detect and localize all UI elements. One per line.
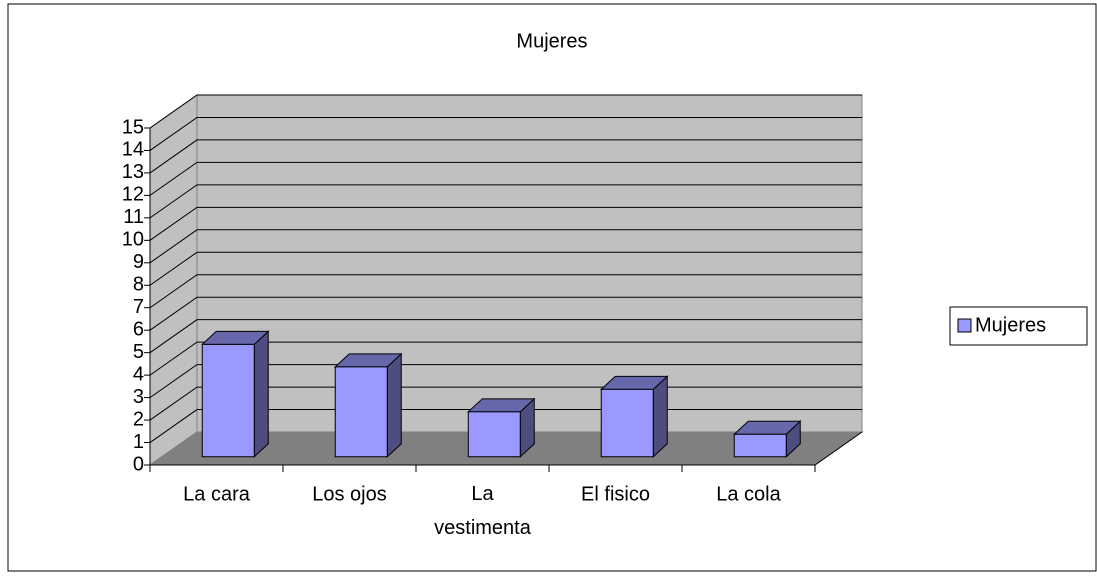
x-tick-label: Los ojos — [312, 483, 387, 505]
back-wall — [196, 94, 863, 433]
grid-line — [149, 341, 862, 376]
y-tick-label: 12 — [122, 184, 144, 206]
bar-front — [334, 366, 388, 458]
grid-line — [149, 296, 862, 331]
y-tick-label: 15 — [122, 116, 144, 138]
grid-line — [149, 251, 862, 286]
grid-line — [149, 94, 862, 129]
y-tick-label: 5 — [133, 341, 144, 363]
x-tick-label: La cola — [716, 483, 781, 505]
y-tick-label: 7 — [133, 296, 144, 318]
grid-line — [149, 184, 862, 219]
bar-side — [652, 375, 668, 458]
y-tick-label: 4 — [133, 363, 144, 385]
y-tick-label: 13 — [122, 161, 144, 183]
y-tick-label: 9 — [133, 251, 144, 273]
y-tick-label: 3 — [133, 386, 144, 408]
bar-side — [386, 352, 402, 458]
y-tick-label: 6 — [133, 318, 144, 340]
bar-side — [253, 330, 269, 458]
bar — [466, 397, 536, 458]
grid-line — [149, 229, 862, 264]
grid-line — [149, 116, 862, 151]
legend-box — [949, 306, 1088, 346]
y-tick-label: 14 — [122, 139, 144, 161]
grid-line — [149, 161, 862, 196]
x-tick-label: La vestimenta — [434, 483, 532, 539]
y-tick-label: 2 — [133, 408, 144, 430]
y-tick-label: 8 — [133, 274, 144, 296]
grid-line — [149, 364, 862, 399]
bar — [599, 375, 669, 458]
bar-front — [733, 433, 787, 458]
bar-front — [201, 343, 255, 458]
bar — [200, 330, 270, 458]
y-tick-label: 0 — [133, 453, 144, 475]
bar — [333, 352, 403, 458]
y-tick-label: 1 — [133, 431, 144, 453]
bar — [732, 420, 802, 458]
y-tick-label: 11 — [123, 206, 144, 228]
legend-swatch — [957, 318, 972, 333]
y-tick-label: 10 — [122, 229, 144, 251]
grid-line — [149, 139, 862, 174]
grid-line — [149, 274, 862, 309]
legend-label: Mujeres — [975, 314, 1046, 336]
bar-front — [600, 388, 654, 458]
grid-line — [149, 206, 862, 241]
chart-title: Mujeres — [516, 30, 587, 52]
x-tick-label: El fisico — [581, 483, 650, 505]
grid-line — [149, 319, 862, 354]
bar-front — [467, 411, 521, 458]
x-tick-label: La cara — [183, 483, 251, 505]
